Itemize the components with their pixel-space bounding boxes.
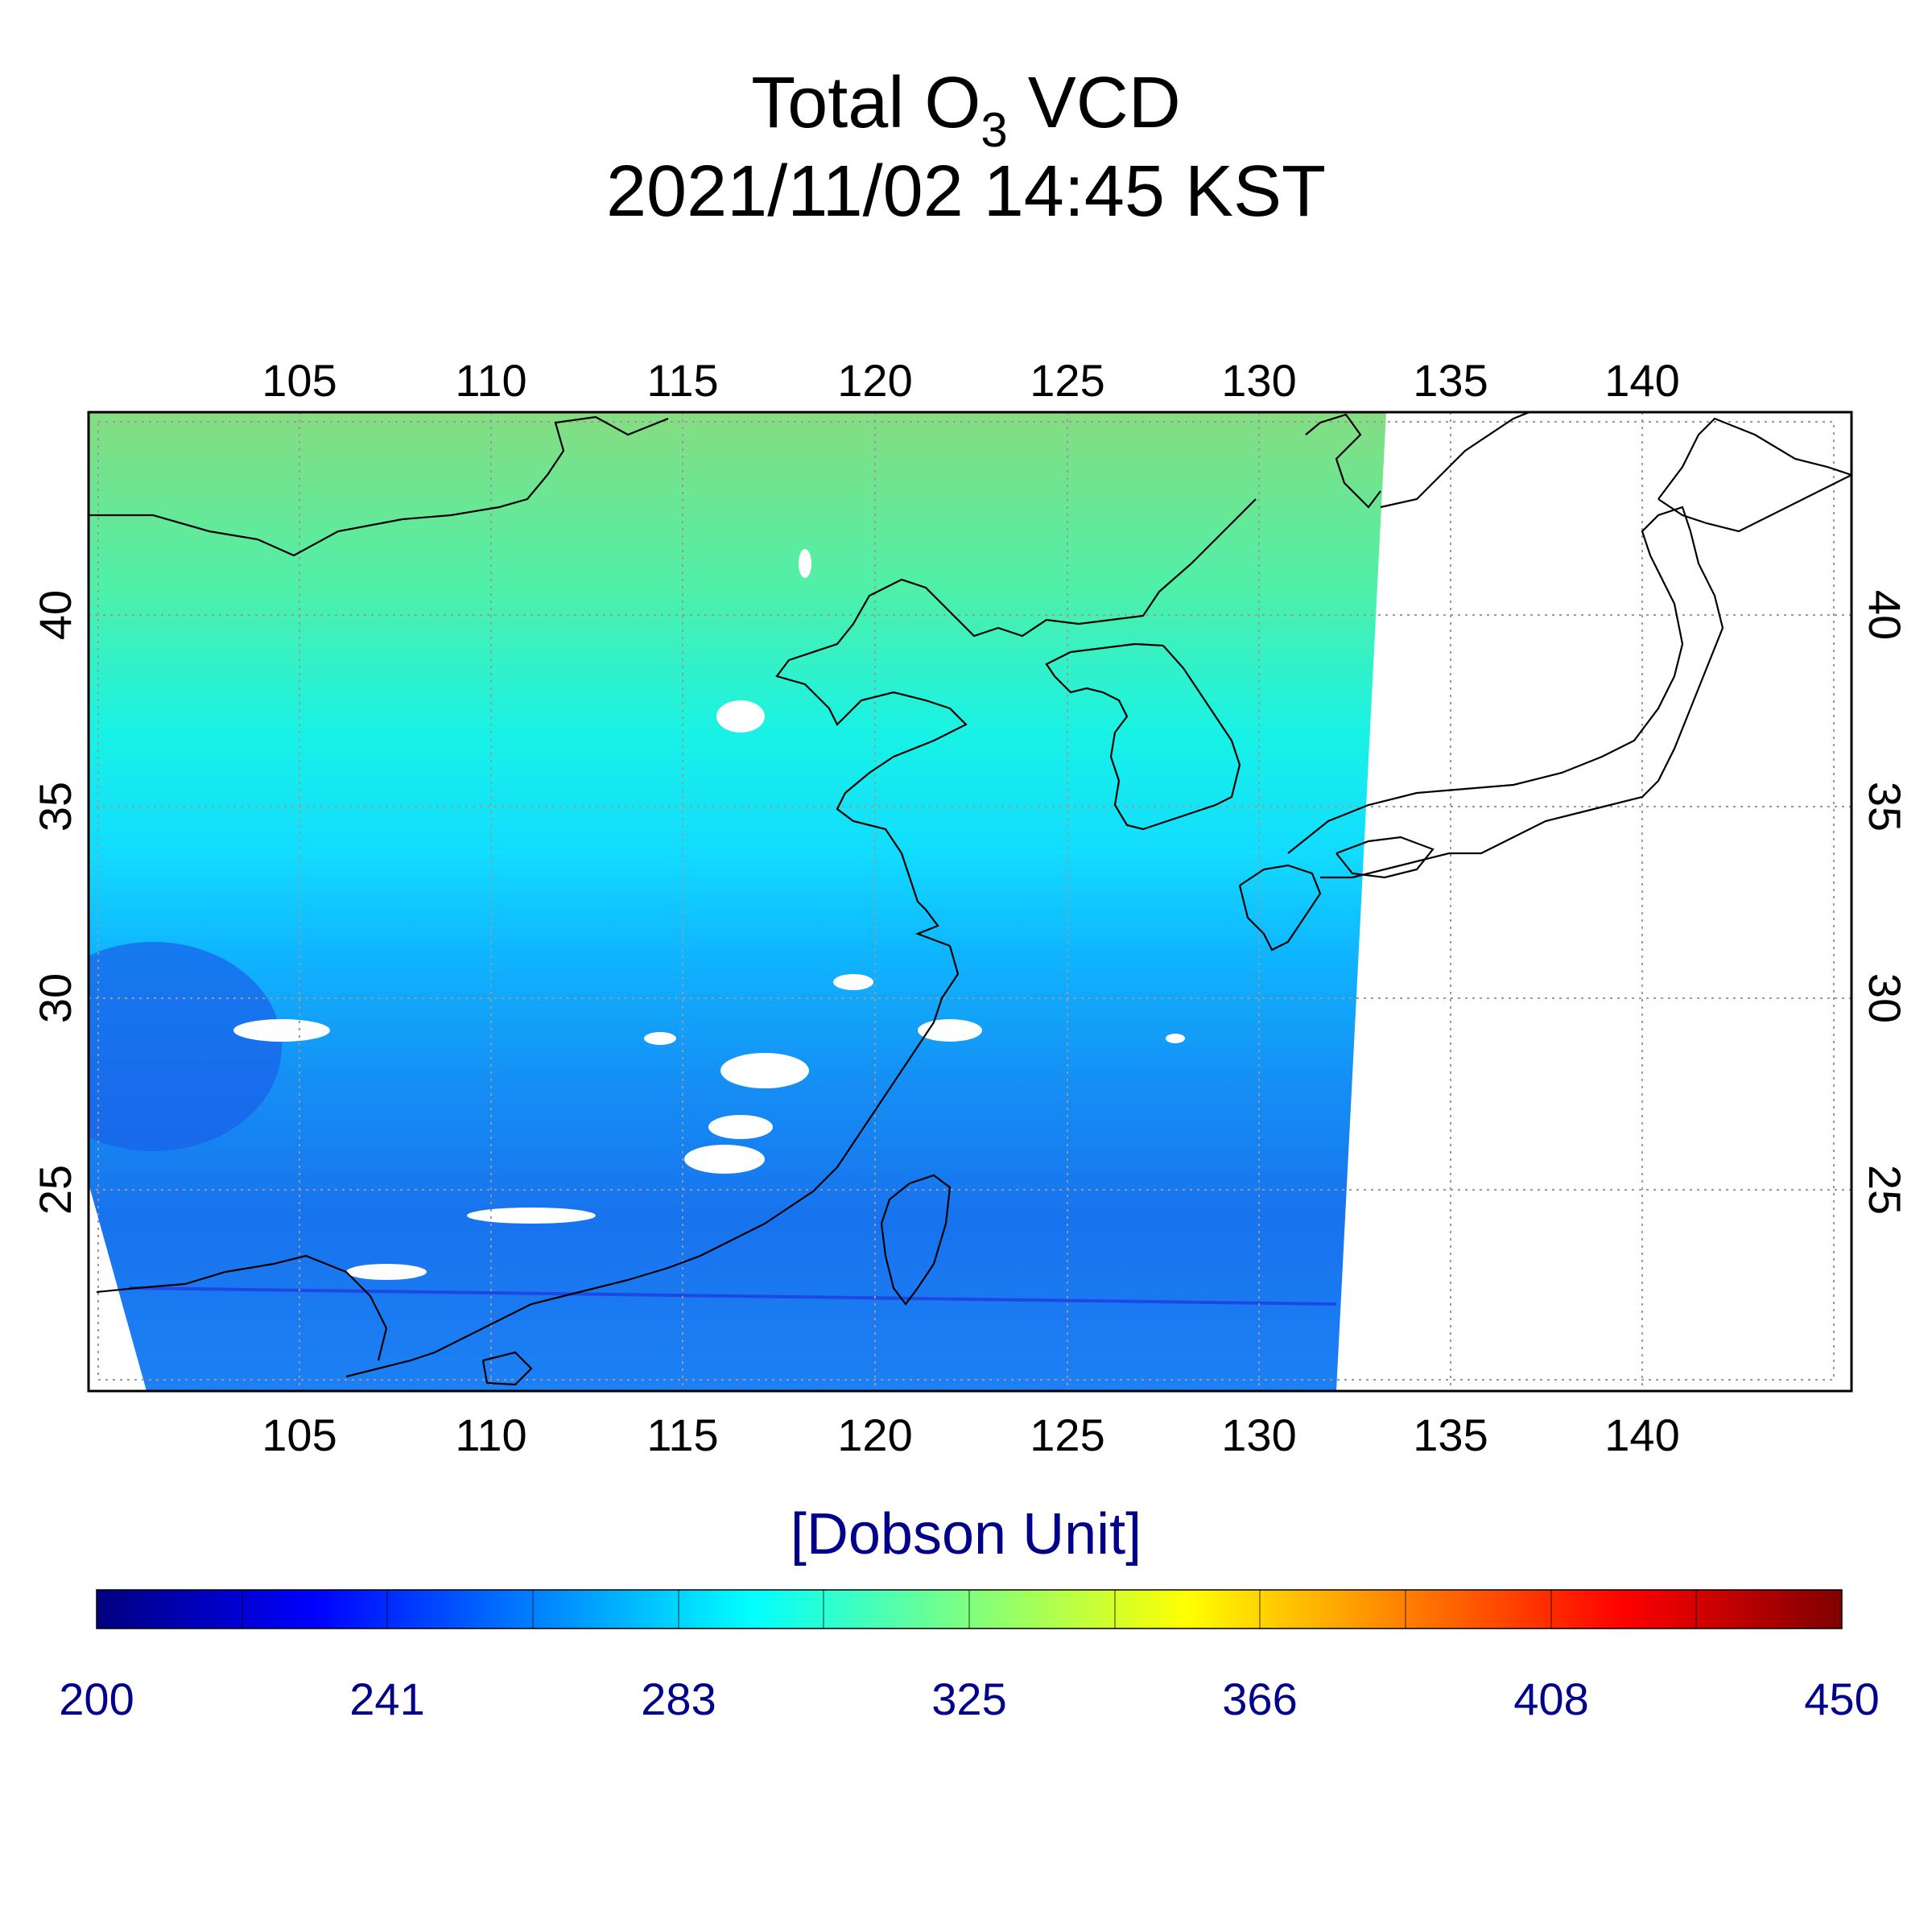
swath-artifact-line [128, 1286, 1337, 1306]
lon-tick-top-105: 105 [262, 355, 336, 406]
lon-tick-bottom-140: 140 [1604, 1410, 1679, 1460]
lon-tick-bottom-105: 105 [262, 1410, 336, 1460]
lon-tick-bottom-115: 115 [646, 1410, 718, 1460]
colorbar-label-366: 366 [1222, 1674, 1297, 1724]
lat-tick-left-25: 25 [30, 1165, 80, 1215]
lon-tick-top-125: 125 [1030, 355, 1104, 406]
lon-tick-top-140: 140 [1604, 355, 1679, 406]
lat-tick-right-25: 25 [1860, 1165, 1910, 1215]
title-prefix: Total O [751, 63, 980, 143]
title-subscript: 3 [980, 103, 1007, 157]
colorbar-ticks [242, 1590, 1697, 1629]
lon-ticks-bottom: 105 110 115 120 125 130 135 140 [262, 1410, 1679, 1460]
cloud-mask-patches [233, 549, 1185, 1280]
lat-tick-left-30: 30 [30, 973, 80, 1023]
lat-ticks-left: 25 30 35 40 [30, 590, 80, 1215]
lon-tick-bottom-120: 120 [837, 1410, 912, 1460]
lat-tick-right-30: 30 [1860, 973, 1910, 1023]
lat-tick-left-35: 35 [30, 782, 80, 832]
lon-tick-top-120: 120 [837, 355, 912, 406]
coastlines [89, 412, 1852, 1386]
colorbar-label-283: 283 [641, 1674, 716, 1724]
lon-tick-bottom-135: 135 [1413, 1410, 1488, 1460]
lat-ticks-right: 25 30 35 40 [1860, 590, 1910, 1215]
lat-tick-right-35: 35 [1860, 782, 1910, 832]
map-datetime: 2021/11/02 14:45 KST [606, 151, 1326, 232]
map-title: Total O3 VCD [751, 63, 1181, 157]
lon-tick-bottom-130: 130 [1221, 1410, 1296, 1460]
colorbar-labels: 200 241 283 325 366 408 450 [59, 1674, 1879, 1724]
lon-tick-bottom-110: 110 [455, 1410, 526, 1460]
low-ozone-region [89, 942, 282, 1151]
colorbar-label-450: 450 [1804, 1674, 1879, 1724]
map-panel [89, 412, 1852, 1391]
lon-tick-top-135: 135 [1413, 355, 1488, 406]
lon-ticks-top: 105 110 115 120 125 130 135 140 [262, 355, 1679, 406]
lat-tick-left-40: 40 [30, 590, 80, 640]
colorbar-label-200: 200 [59, 1674, 134, 1724]
colorbar-unit-label: [Dobson Unit] [791, 1502, 1141, 1567]
lon-tick-top-115: 115 [646, 355, 718, 406]
lon-tick-bottom-125: 125 [1030, 1410, 1104, 1460]
ozone-field-swath [89, 412, 1386, 1391]
lat-tick-right-40: 40 [1860, 590, 1910, 640]
title-suffix: VCD [1008, 63, 1181, 143]
map-frame [87, 411, 1853, 1393]
lon-tick-top-130: 130 [1221, 355, 1296, 406]
colorbar-label-241: 241 [349, 1674, 424, 1724]
lon-tick-top-110: 110 [455, 355, 526, 406]
colorbar-label-325: 325 [931, 1674, 1006, 1724]
colorbar-label-408: 408 [1513, 1674, 1588, 1724]
